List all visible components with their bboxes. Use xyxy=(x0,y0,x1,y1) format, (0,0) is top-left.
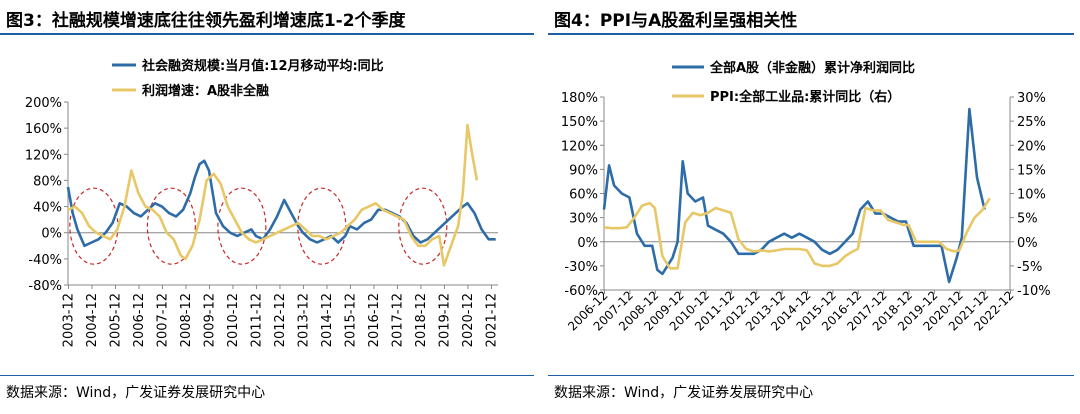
source-note: 数据来源：Wind，广发证券发展研究中心 xyxy=(554,385,814,401)
y-tick-label-left: -30% xyxy=(564,260,598,275)
y-tick-label-right: 10% xyxy=(1017,188,1046,203)
y-tick-label-left: 90% xyxy=(569,163,598,178)
highlight-ellipse xyxy=(217,187,267,265)
series-line-profit-growth xyxy=(67,123,479,267)
x-tick-label: 2017-12 xyxy=(390,293,405,347)
x-tick-label: 2007-12 xyxy=(155,293,170,347)
y-tick-label-left: 0% xyxy=(577,236,598,251)
chart-panel-3: 图3：社融规模增速底往往领先盈利增速底1-2个季度 200% 160% 120% 80… xyxy=(0,11,534,401)
x-tick-label: 2013-12 xyxy=(296,293,311,347)
chart-figure-3: 200% 160% 120% 80% 40% 0% -40% -80%2003-12 2004-… xyxy=(25,58,500,347)
chart-title: 图4：PPI与A股盈利呈强相关性 xyxy=(554,11,798,31)
legend-label: PPI:全部工业品:累计同比（右） xyxy=(710,89,900,105)
x-tick-label: 2011-12 xyxy=(249,293,264,347)
legend-label: 全部A股（非金融）累计净利润同比 xyxy=(709,60,915,76)
y-tick-label-left: 150% xyxy=(561,115,598,130)
y-tick-label-right: 20% xyxy=(1017,139,1046,154)
y-tick-label: 160% xyxy=(25,122,62,137)
y-tick-label: 40% xyxy=(33,201,62,216)
series-line-social-financing xyxy=(66,159,496,248)
y-tick-label-right: 25% xyxy=(1017,115,1046,130)
y-tick-label-right: 15% xyxy=(1017,163,1046,178)
x-tick-label: 2015-12 xyxy=(343,293,358,347)
x-tick-label: 2005-12 xyxy=(108,293,123,347)
legend-label: 社会融资规模:当月值:12月移动平均:同比 xyxy=(141,58,384,74)
y-tick-label-left: 120% xyxy=(561,139,598,154)
x-tick-label: 2020-12 xyxy=(461,293,476,347)
x-tick-label: 2014-12 xyxy=(320,293,335,347)
y-tick-label-right: 5% xyxy=(1017,212,1038,227)
y-tick-label-left: 180% xyxy=(561,91,598,106)
highlight-ellipse xyxy=(146,187,196,265)
x-tick-label: 2004-12 xyxy=(85,293,100,347)
y-tick-label: -40% xyxy=(28,253,62,268)
x-tick-label: 2016-12 xyxy=(367,293,382,347)
y-tick-label: 200% xyxy=(25,96,62,111)
footer-divider xyxy=(548,375,1074,376)
chart-figure-4: 180% 150% 120% 90% 60% 30% 0% -30% -60% 30% 25% 20%… xyxy=(561,60,1051,334)
title-divider xyxy=(0,33,534,35)
y-tick-label: 0% xyxy=(41,227,62,242)
x-tick-label: 2012-12 xyxy=(273,293,288,347)
y-tick-label-left: 60% xyxy=(569,188,598,203)
x-tick-label: 2003-12 xyxy=(61,293,76,347)
source-note: 数据来源：Wind，广发证券发展研究中心 xyxy=(6,385,266,401)
highlight-ellipse xyxy=(297,187,347,265)
series-line-ppi xyxy=(603,197,991,270)
series-line-a-share-profit xyxy=(602,107,986,284)
y-tick-label-left: 30% xyxy=(569,212,598,227)
x-tick-label: 2021-12 xyxy=(484,293,499,347)
x-tick-label: 2018-12 xyxy=(414,293,429,347)
y-tick-label-right: 30% xyxy=(1017,91,1046,106)
y-tick-label-right: -5% xyxy=(1017,260,1042,275)
y-tick-label-right: -10% xyxy=(1017,284,1051,299)
legend-label: 利润增速：A股非全融 xyxy=(142,83,269,99)
y-tick-label: 80% xyxy=(33,174,62,189)
chart-title: 图3：社融规模增速底往往领先盈利增速底1-2个季度 xyxy=(6,11,406,31)
chart-panel-4: 图4：PPI与A股盈利呈强相关性 180% 150% 120% 90% 60% 30% 0%… xyxy=(548,0,1080,414)
x-tick-label: 2008-12 xyxy=(179,293,194,347)
y-tick-label: 120% xyxy=(25,148,62,163)
y-tick-label-right: 0% xyxy=(1017,236,1038,251)
y-tick-label-left: -60% xyxy=(564,284,598,299)
title-divider xyxy=(548,33,1074,35)
x-tick-label: 2006-12 xyxy=(132,293,147,347)
highlight-ellipse xyxy=(398,187,448,265)
x-tick-label: 2009-12 xyxy=(202,293,217,347)
x-tick-label: 2019-12 xyxy=(437,293,452,347)
x-tick-label: 2010-12 xyxy=(226,293,241,347)
y-tick-label: -80% xyxy=(28,279,62,294)
footer-divider xyxy=(0,375,534,376)
